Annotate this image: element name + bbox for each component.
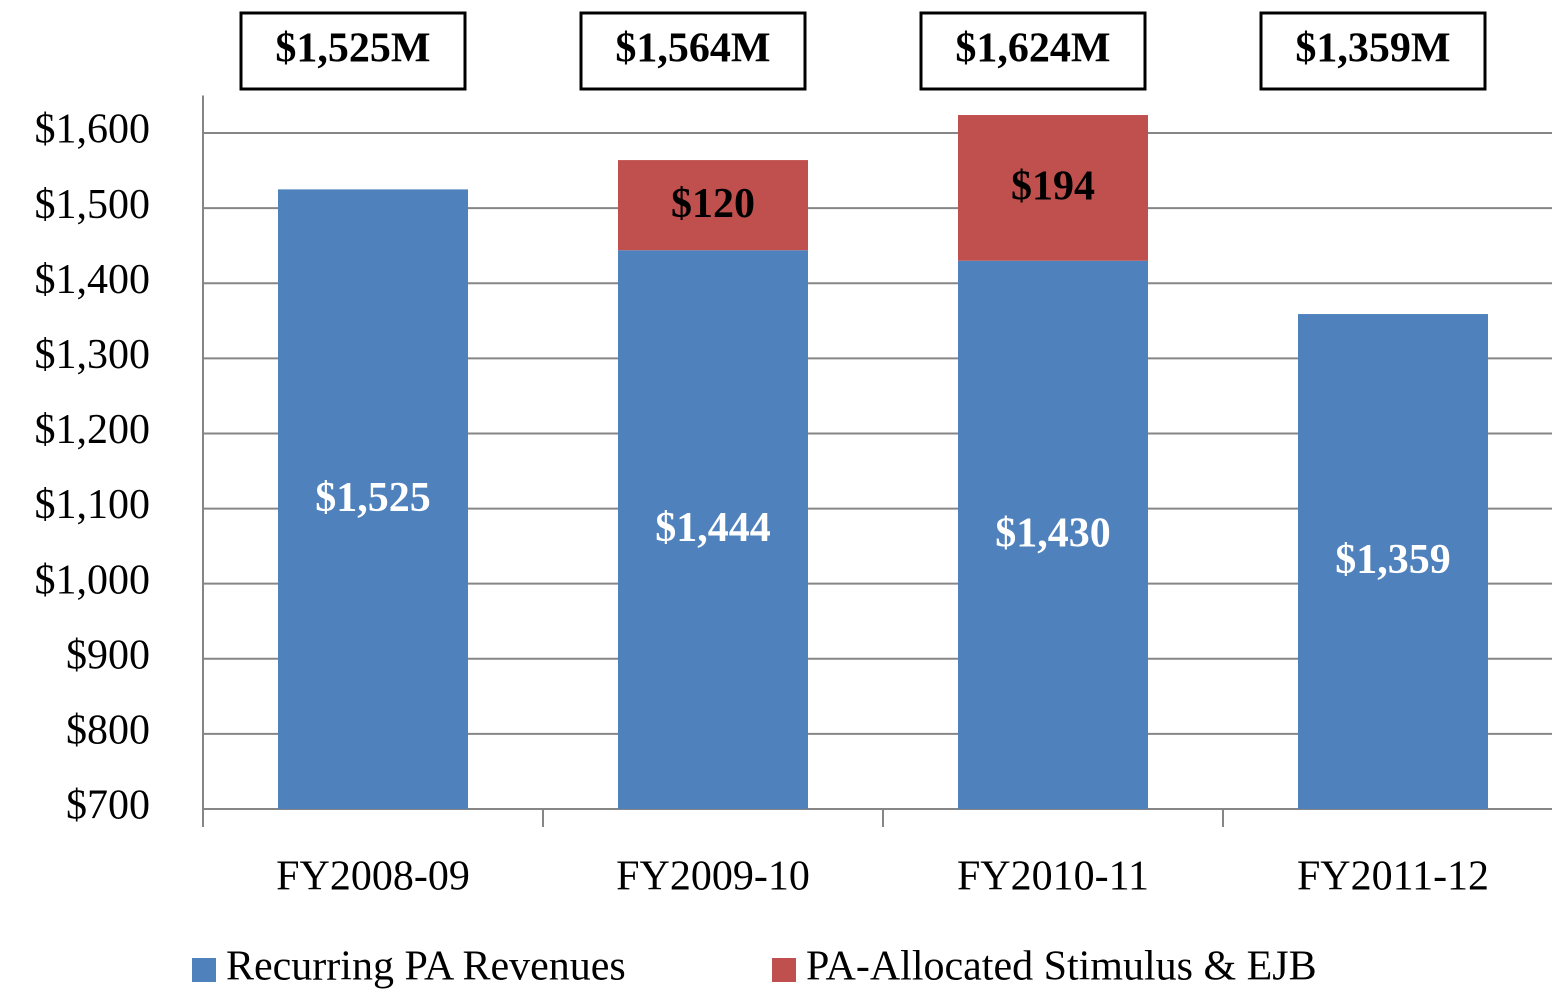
y-tick-label: $1,400 <box>35 257 151 303</box>
total-box <box>1259 11 1487 91</box>
y-tick-label: $900 <box>66 632 150 678</box>
y-tick-label: $1,000 <box>35 557 151 603</box>
data-label: $1,430 <box>995 511 1111 557</box>
bar <box>958 115 1148 261</box>
x-tick-label: FY2010-11 <box>957 854 1149 900</box>
total-label: $1,564M <box>615 26 770 72</box>
x-tick-label: FY2009-10 <box>616 854 810 900</box>
data-label: $1,525 <box>315 475 431 521</box>
legend-label: PA-Allocated Stimulus & EJB <box>806 944 1317 990</box>
y-tick-label: $1,600 <box>35 107 151 153</box>
bar <box>618 250 808 809</box>
total-label: $1,525M <box>275 26 430 72</box>
data-label: $1,359 <box>1335 537 1451 583</box>
bar <box>1298 314 1488 809</box>
y-tick-label: $1,300 <box>35 332 151 378</box>
total-box <box>919 11 1147 91</box>
y-tick-label: $1,500 <box>35 182 151 228</box>
bar <box>278 189 468 809</box>
data-label: $1,444 <box>655 505 771 551</box>
x-tick-label: FY2011-12 <box>1297 854 1489 900</box>
data-label: $194 <box>1011 164 1095 210</box>
total-label: $1,624M <box>955 26 1110 72</box>
y-tick-label: $1,100 <box>35 482 151 528</box>
y-tick-label: $800 <box>66 708 150 754</box>
data-label: $120 <box>671 181 755 227</box>
bar <box>618 160 808 251</box>
total-box <box>239 11 467 91</box>
bar <box>958 260 1148 809</box>
total-box <box>579 11 807 91</box>
total-label: $1,359M <box>1295 26 1450 72</box>
x-tick-label: FY2008-09 <box>276 854 470 900</box>
legend-label: Recurring PA Revenues <box>226 944 626 990</box>
y-tick-label: $1,200 <box>35 407 151 453</box>
legend-swatch <box>772 958 796 982</box>
y-tick-label: $700 <box>66 783 150 829</box>
legend-swatch <box>192 958 216 982</box>
